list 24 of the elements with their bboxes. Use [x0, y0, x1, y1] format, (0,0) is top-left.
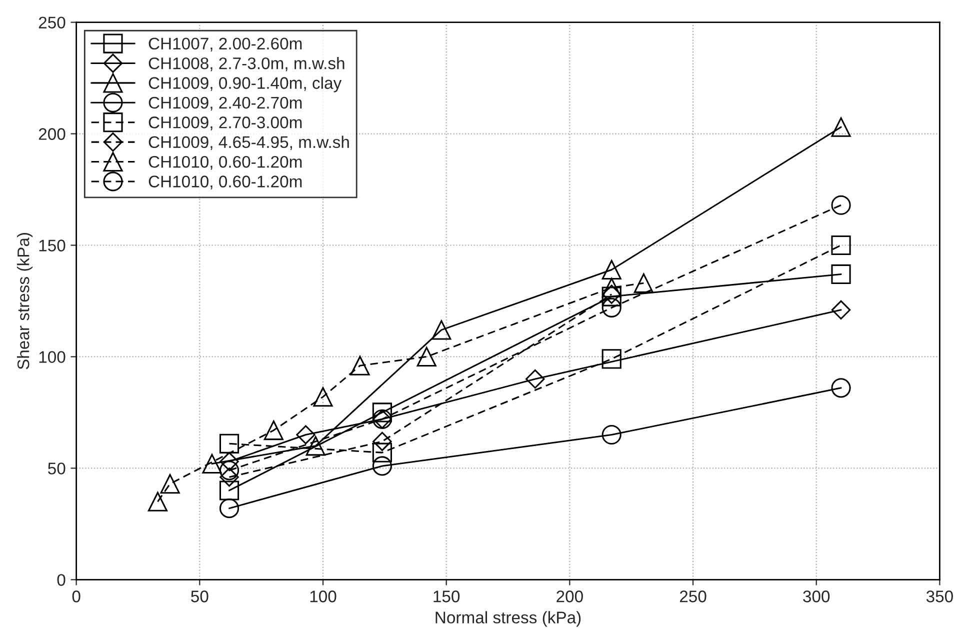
legend-label: CH1009, 0.90-1.40m, clay	[148, 76, 342, 92]
y-tick-label: 250	[38, 16, 66, 28]
x-tick-label: 200	[556, 590, 583, 602]
x-tick-label: 300	[803, 590, 830, 602]
legend-label: CH1008, 2.7-3.0m, m.w.sh	[148, 57, 344, 72]
x-tick-label: 0	[72, 590, 80, 602]
legend-label: CH1009, 4.65-4.95, m.w.sh	[148, 136, 349, 150]
x-tick-label: 150	[434, 590, 460, 602]
y-tick-label: 50	[48, 462, 66, 474]
legend-label: CH1010, 0.60-1.20m	[148, 156, 302, 170]
y-tick-label: 0	[57, 574, 66, 586]
y-tick-label: 150	[39, 240, 66, 252]
legend-label: CH1009, 2.70-3.00m	[148, 116, 302, 130]
legend-label: CH1010, 0.60-1.20m	[148, 176, 302, 190]
legend-label: CH1009, 2.40-2.70m	[148, 96, 302, 111]
x-tick-label: 100	[310, 590, 336, 602]
y-tick-label: 200	[38, 128, 66, 140]
x-tick-label: 250	[680, 590, 706, 602]
y-axis-title: Shear stress (kPa)	[17, 233, 33, 370]
legend-label: CH1007, 2.00-2.60m	[148, 38, 302, 52]
y-tick-label: 100	[39, 351, 66, 363]
x-axis-title: Normal stress (kPa)	[436, 611, 581, 627]
x-tick-label: 50	[191, 590, 208, 602]
x-tick-label: 350	[926, 590, 953, 602]
